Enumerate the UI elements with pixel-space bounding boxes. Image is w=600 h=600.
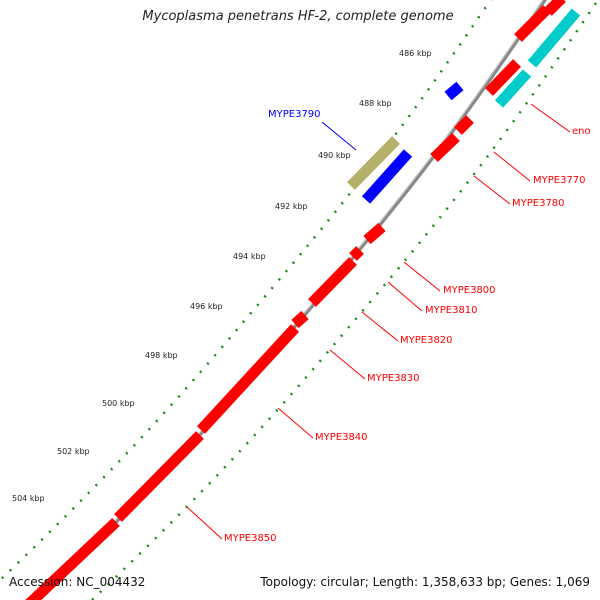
feature-eno[interactable]	[494, 69, 532, 108]
feature-MYPE3790-other[interactable]	[347, 136, 400, 190]
gene-label-MYPE3820[interactable]: MYPE3820	[400, 335, 453, 346]
gene-label-eno[interactable]: eno	[572, 126, 591, 137]
feature-MYPE3850[interactable]	[114, 431, 204, 522]
tick-label: 502 kbp	[57, 447, 90, 456]
tick-label: 486 kbp	[399, 49, 432, 58]
leader-eno	[530, 103, 571, 133]
tick-label: 504 kbp	[12, 494, 45, 503]
leader-MYPE3800	[403, 261, 441, 292]
feature-reverse-bottom[interactable]	[25, 517, 120, 600]
feature-reverse-3[interactable]	[485, 59, 521, 96]
map-title: Mycoplasma penetrans HF-2, complete geno…	[0, 9, 600, 24]
feature-MYPE3780[interactable]	[430, 133, 460, 162]
feature-reverse-top[interactable]	[544, 0, 566, 16]
gene-label-MYPE3830[interactable]: MYPE3830	[367, 373, 420, 384]
gene-label-MYPE3790[interactable]: MYPE3790	[268, 109, 321, 120]
feature-reverse-2[interactable]	[514, 5, 551, 42]
tick-label: 496 kbp	[190, 302, 223, 311]
feature-MYPE3770[interactable]	[454, 115, 474, 135]
leader-MYPE3830	[329, 349, 366, 380]
gene-label-MYPE3850[interactable]: MYPE3850	[224, 533, 277, 544]
inner-tick-track	[71, 1, 598, 600]
tick-label: 488 kbp	[359, 99, 392, 108]
leader-MYPE3790	[321, 121, 357, 151]
leader-MYPE3840	[277, 407, 314, 439]
tick-label: 490 kbp	[318, 151, 351, 160]
feature-MYPE3790[interactable]	[361, 149, 413, 204]
accession-text: Accession: NC_004432	[9, 575, 146, 589]
feature-forward-small[interactable]	[444, 81, 464, 101]
genome-summary-text: Topology: circular; Length: 1,358,633 bp…	[260, 575, 590, 589]
gene-label-MYPE3840[interactable]: MYPE3840	[315, 432, 368, 443]
feature-rna-1[interactable]	[527, 8, 581, 68]
gene-label-MYPE3780[interactable]: MYPE3780	[512, 198, 565, 209]
outer-tick-track	[0, 0, 500, 600]
map-title-text: Mycoplasma penetrans HF-2, complete geno…	[142, 9, 454, 24]
feature-MYPE3800[interactable]	[363, 222, 386, 245]
tick-label: 500 kbp	[102, 399, 135, 408]
feature-MYPE3830[interactable]	[291, 310, 309, 329]
tick-label: 498 kbp	[145, 351, 178, 360]
gene-label-MYPE3770[interactable]: MYPE3770	[533, 175, 586, 186]
leader-MYPE3820	[361, 311, 399, 342]
tick-label: 494 kbp	[233, 252, 266, 261]
gene-label-MYPE3810[interactable]: MYPE3810	[425, 305, 478, 316]
feature-MYPE3810[interactable]	[349, 246, 364, 261]
backbone-highlight	[23, 0, 548, 600]
leader-MYPE3850	[186, 506, 223, 540]
gene-label-MYPE3800[interactable]: MYPE3800	[443, 285, 496, 296]
leader-MYPE3780	[473, 175, 511, 205]
feature-MYPE3840[interactable]	[196, 324, 300, 434]
leader-MYPE3770	[493, 151, 531, 182]
backbone-circle	[23, 0, 550, 600]
feature-MYPE3820[interactable]	[308, 257, 357, 307]
tick-label: 492 kbp	[275, 202, 308, 211]
leader-MYPE3810	[387, 281, 423, 312]
